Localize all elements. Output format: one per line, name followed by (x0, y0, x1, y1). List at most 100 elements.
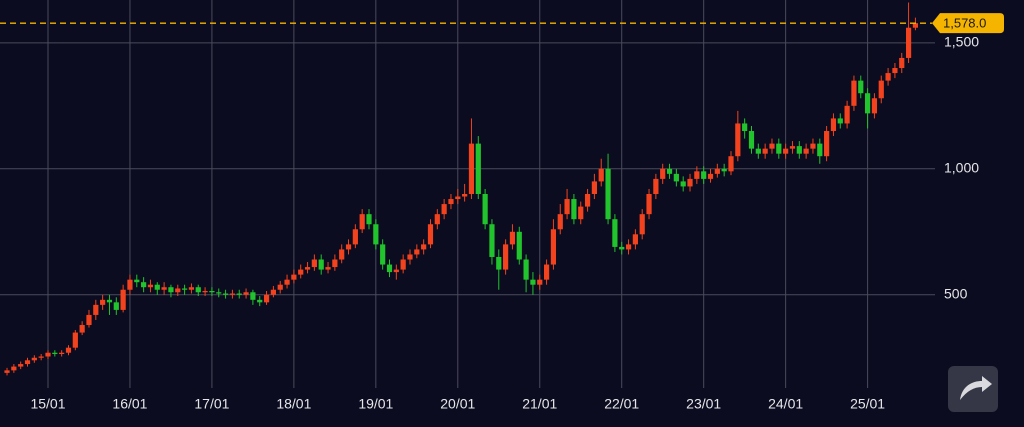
candle-body (584, 194, 591, 207)
candle-body (564, 199, 570, 215)
candle-body (277, 284, 283, 290)
candle-body (489, 224, 495, 257)
candle-body (380, 244, 386, 265)
candle-body (38, 356, 44, 358)
candle-body (762, 148, 768, 154)
candle-body (250, 292, 256, 300)
candles (4, 2, 919, 376)
candle-body (817, 143, 823, 157)
candle-body (612, 219, 618, 247)
candle-body (86, 314, 92, 326)
candle-body (400, 259, 406, 270)
share-button-bg[interactable] (948, 366, 998, 412)
candle-body (721, 168, 727, 172)
candle-body (783, 148, 789, 154)
candle-body (789, 146, 796, 149)
candle-body (769, 143, 775, 149)
x-tick-label: 20/01 (440, 396, 475, 412)
candle-body (503, 244, 509, 270)
candle-body (366, 214, 372, 225)
candle-body (509, 231, 516, 245)
candle-body (407, 254, 413, 260)
candle-body (571, 199, 577, 220)
candle-body (100, 299, 106, 305)
candle-body (680, 181, 686, 187)
x-tick-label: 23/01 (686, 396, 721, 412)
candle-body (31, 357, 37, 361)
candle-body (844, 105, 850, 124)
x-tick-label: 19/01 (358, 396, 393, 412)
candle-body (673, 173, 679, 182)
candle-body (243, 292, 249, 295)
candle-body (714, 168, 720, 174)
candle-body (803, 148, 809, 154)
candle-body (482, 194, 488, 225)
candle-body (550, 229, 557, 265)
candle-body (332, 259, 338, 268)
candle-body (796, 146, 802, 154)
share-button[interactable] (948, 366, 998, 412)
candle-body (222, 293, 229, 295)
y-tick-label: 500 (944, 285, 968, 301)
candle-body (701, 171, 707, 179)
candle-body (475, 143, 481, 194)
candle-body (912, 23, 919, 28)
candle-body (386, 264, 393, 273)
candle-body (455, 196, 461, 200)
candle-body (830, 118, 837, 132)
overlay: 500 1,000 1,500 15/01 16/01 17/01 18/01 19/01 20… (0, 13, 1004, 412)
candle-body (441, 204, 447, 215)
x-tick-label: 22/01 (604, 396, 639, 412)
candle-body (530, 279, 536, 285)
candle-body (892, 68, 898, 74)
candle-body (742, 123, 748, 132)
candle-body (694, 171, 700, 179)
candle-body (45, 352, 51, 357)
candle-body (837, 118, 843, 124)
candle-body (263, 294, 270, 303)
candle-body (591, 181, 597, 194)
candle-body (776, 143, 782, 154)
share-icon[interactable] (960, 376, 992, 400)
candle-body (106, 299, 113, 303)
candle-body (523, 259, 529, 280)
candle-body (325, 267, 331, 270)
candle-body (598, 168, 604, 182)
candle-body (284, 279, 290, 285)
candle-body (707, 173, 714, 179)
x-tick-label: 16/01 (112, 396, 147, 412)
candle-body (728, 156, 734, 172)
candle-body (824, 131, 830, 157)
candle-body (298, 269, 304, 275)
candle-body (810, 143, 816, 149)
candle-body (393, 269, 399, 273)
candle-body (257, 299, 263, 303)
grid (0, 0, 935, 388)
x-tick-label: 17/01 (194, 396, 229, 412)
candle-body (147, 284, 154, 288)
candle-body (127, 279, 133, 290)
current-price-label: 1,578.0 (943, 16, 986, 31)
candle-body (229, 293, 236, 295)
candle-body (448, 199, 454, 205)
candle-body (304, 267, 311, 270)
candle-body (154, 284, 160, 290)
x-tick-label: 25/01 (850, 396, 885, 412)
candle-body (373, 224, 379, 245)
candle-body (24, 360, 31, 365)
candle-body (72, 332, 78, 348)
candle-body (543, 264, 550, 280)
candle-body (421, 244, 427, 250)
candle-body (352, 229, 358, 245)
candle-body (65, 347, 72, 353)
candle-body (202, 291, 208, 293)
candle-body (755, 148, 761, 154)
candle-body (18, 364, 24, 367)
candle-body (359, 214, 365, 230)
candle-body (639, 214, 645, 235)
candle-body (52, 352, 58, 354)
candle-body (666, 168, 673, 174)
candle-body (735, 123, 741, 157)
candle-body (291, 274, 297, 280)
candle-body (4, 370, 10, 373)
